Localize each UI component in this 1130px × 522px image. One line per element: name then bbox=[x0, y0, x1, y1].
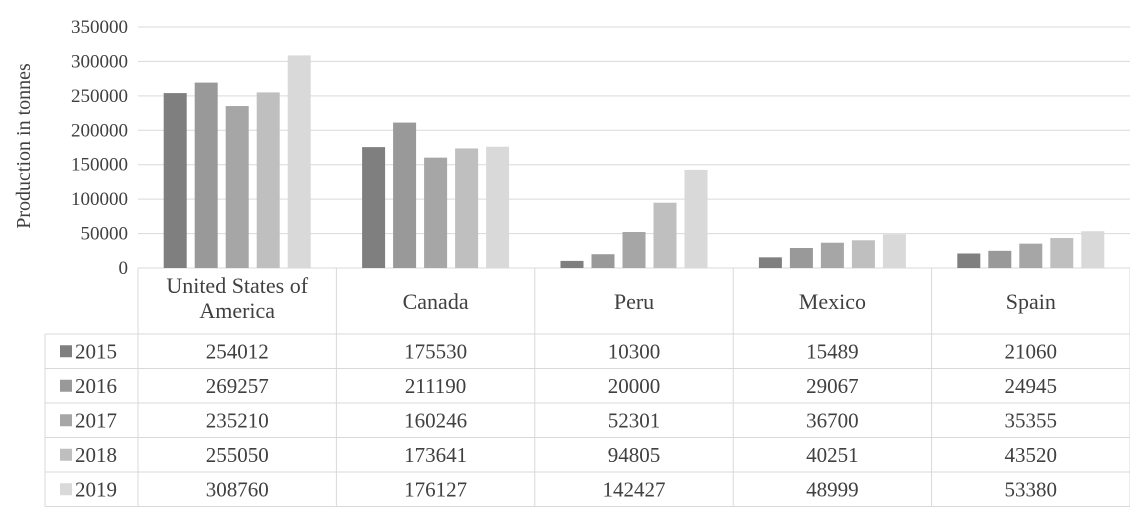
data-label: 53380 bbox=[1005, 477, 1058, 501]
data-label: 36700 bbox=[806, 408, 859, 432]
bars bbox=[163, 55, 1105, 269]
legend-label-2019: 2019 bbox=[75, 477, 117, 501]
bar-2016-united-states-of-america bbox=[194, 82, 218, 268]
data-label: 308760 bbox=[206, 477, 269, 501]
legend-label-2017: 2017 bbox=[75, 408, 117, 432]
data-label: 211190 bbox=[405, 374, 466, 398]
bar-2016-spain bbox=[988, 250, 1012, 268]
data-label: 35355 bbox=[1005, 408, 1058, 432]
bar-2019-united-states-of-america bbox=[287, 55, 311, 269]
y-tick-label: 50000 bbox=[81, 224, 129, 245]
legend-swatch-2016 bbox=[60, 379, 72, 392]
y-tick-label: 150000 bbox=[71, 155, 128, 176]
category-label: Mexico bbox=[799, 289, 866, 314]
data-label: 142427 bbox=[603, 477, 666, 501]
data-label: 94805 bbox=[608, 443, 661, 467]
data-label: 269257 bbox=[206, 374, 269, 398]
data-label: 20000 bbox=[608, 374, 661, 398]
data-label: 175530 bbox=[404, 339, 467, 363]
y-axis-ticks: 0 50000 100000 150000 200000 250000 300000 3500… bbox=[71, 17, 128, 279]
bar-2018-united-states-of-america bbox=[256, 92, 280, 269]
legend-label-2018: 2018 bbox=[75, 443, 117, 467]
bar-2019-spain bbox=[1081, 231, 1105, 268]
data-label: 24945 bbox=[1005, 374, 1058, 398]
data-label: 235210 bbox=[206, 408, 269, 432]
bar-2016-canada bbox=[393, 122, 417, 268]
bar-2017-peru bbox=[622, 231, 646, 268]
data-label: 29067 bbox=[806, 374, 859, 398]
data-label: 176127 bbox=[404, 477, 467, 501]
data-label: 254012 bbox=[206, 339, 269, 363]
bar-2019-canada bbox=[486, 146, 510, 268]
bar-2017-spain bbox=[1019, 243, 1043, 268]
legend-label-2016: 2016 bbox=[75, 374, 117, 398]
data-label: 43520 bbox=[1005, 443, 1058, 467]
bar-2016-peru bbox=[591, 254, 615, 268]
data-label: 52301 bbox=[608, 408, 661, 432]
category-label: Spain bbox=[1006, 289, 1056, 314]
bar-2019-mexico bbox=[882, 234, 906, 268]
bar-2017-mexico bbox=[820, 242, 844, 268]
bar-2015-peru bbox=[560, 260, 584, 268]
category-label: Canada bbox=[403, 289, 469, 314]
y-tick-label: 100000 bbox=[71, 189, 128, 210]
data-label: 173641 bbox=[404, 443, 467, 467]
bar-2018-spain bbox=[1050, 238, 1074, 268]
bar-2016-mexico bbox=[789, 247, 813, 268]
gridlines bbox=[138, 26, 1130, 269]
data-label: 255050 bbox=[206, 443, 269, 467]
category-label: Peru bbox=[614, 289, 654, 314]
data-label: 15489 bbox=[806, 339, 859, 363]
data-label: 40251 bbox=[806, 443, 859, 467]
bar-2017-canada bbox=[424, 157, 448, 268]
legend-swatch-2019 bbox=[60, 483, 72, 496]
bar-2018-peru bbox=[653, 202, 677, 268]
bar-2015-spain bbox=[957, 253, 981, 268]
legend-swatch-2017 bbox=[60, 414, 72, 427]
bar-2018-canada bbox=[455, 148, 479, 268]
data-table: United States of America Canada Peru Mexico S… bbox=[44, 268, 1130, 507]
data-label: 10300 bbox=[608, 339, 661, 363]
y-tick-label: 350000 bbox=[71, 17, 128, 38]
data-label: 48999 bbox=[806, 477, 859, 501]
legend-swatch-2018 bbox=[60, 448, 72, 461]
y-tick-label: 300000 bbox=[71, 51, 128, 72]
y-tick-label: 200000 bbox=[71, 120, 128, 141]
bar-2015-canada bbox=[362, 147, 386, 268]
bar-2018-mexico bbox=[851, 240, 875, 268]
data-label: 160246 bbox=[404, 408, 467, 432]
bar-2015-mexico bbox=[758, 257, 782, 268]
legend-swatch-2015 bbox=[60, 345, 72, 358]
y-tick-label: 250000 bbox=[71, 86, 128, 107]
bar-2019-peru bbox=[684, 169, 708, 268]
bar-2015-united-states-of-america bbox=[163, 93, 187, 268]
bar-2017-united-states-of-america bbox=[225, 106, 249, 269]
legend-label-2015: 2015 bbox=[75, 339, 117, 363]
data-label: 21060 bbox=[1005, 339, 1058, 363]
y-tick-label: 0 bbox=[119, 258, 129, 279]
category-label: United States of America bbox=[166, 273, 308, 323]
y-axis-label: Production in tonnes bbox=[13, 63, 35, 229]
